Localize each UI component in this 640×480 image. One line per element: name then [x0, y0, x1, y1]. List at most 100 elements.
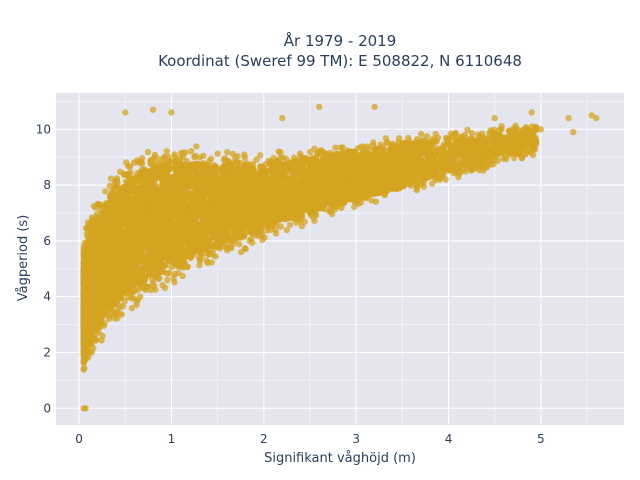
data-point: [307, 148, 314, 155]
data-point: [439, 158, 446, 165]
data-point: [494, 131, 501, 139]
data-point: [200, 152, 207, 159]
data-point: [396, 135, 403, 142]
data-point: [196, 257, 204, 265]
data-point: [297, 217, 304, 224]
data-point: [241, 244, 249, 252]
data-point: [490, 160, 497, 168]
data-point: [133, 157, 141, 164]
data-point: [193, 143, 200, 150]
data-point: [524, 148, 532, 155]
data-point: [161, 284, 169, 291]
data-point: [420, 161, 427, 168]
chart-title-line-1: År 1979 - 2019: [284, 31, 397, 50]
data-point: [95, 201, 103, 208]
data-point: [275, 148, 282, 155]
data-point: [163, 148, 170, 155]
data-point: [166, 157, 174, 164]
data-point: [151, 151, 159, 159]
data-point: [246, 237, 253, 244]
data-point: [98, 337, 105, 344]
data-point: [184, 263, 191, 271]
data-point: [84, 224, 91, 231]
data-point: [191, 154, 198, 161]
data-point: [283, 226, 290, 234]
data-point: [452, 148, 459, 156]
data-point: [177, 263, 184, 270]
data-point: [121, 171, 128, 178]
data-point: [114, 314, 121, 322]
data-point: [339, 144, 346, 151]
data-point: [468, 129, 475, 137]
data-point: [518, 154, 526, 162]
data-point: [510, 154, 518, 162]
data-point: [277, 223, 284, 230]
data-point: [478, 145, 485, 152]
data-point: [229, 150, 237, 158]
data-point: [458, 133, 466, 140]
data-point: [166, 269, 173, 276]
data-point: [241, 151, 248, 158]
data-point: [128, 305, 136, 312]
data-point: [171, 279, 178, 286]
data-point: [505, 151, 512, 158]
data-point: [164, 277, 171, 284]
data-point: [500, 146, 507, 153]
data-point: [351, 203, 358, 211]
data-point: [298, 222, 306, 230]
data-point: [253, 156, 260, 163]
data-point: [235, 240, 243, 248]
data-point: [279, 154, 287, 161]
data-point: [433, 138, 440, 145]
data-point: [179, 149, 186, 156]
data-point: [531, 146, 538, 153]
data-point: [119, 303, 127, 310]
data-point: [470, 150, 477, 157]
data-point: [470, 166, 477, 173]
data-point: [102, 188, 109, 195]
data-point: [431, 159, 438, 166]
data-point: [500, 134, 507, 141]
data-point: [432, 130, 439, 138]
data-point: [311, 217, 318, 224]
data-point: [494, 157, 501, 164]
data-point: [332, 144, 339, 151]
data-point: [133, 301, 140, 309]
data-point: [383, 139, 390, 147]
chart-title-line-2: Koordinat (Sweref 99 TM): E 508822, N 61…: [158, 52, 522, 70]
data-point: [532, 124, 539, 131]
data-point: [126, 163, 134, 170]
data-point: [437, 153, 444, 161]
data-point: [203, 257, 210, 264]
data-point: [460, 152, 467, 160]
data-point: [507, 142, 514, 150]
data-point: [144, 148, 152, 156]
data-point: [433, 168, 440, 175]
data-point: [328, 210, 336, 218]
data-points: [80, 103, 600, 412]
data-point: [464, 126, 471, 134]
data-point: [442, 176, 449, 183]
data-point: [134, 296, 142, 303]
data-point: [207, 155, 215, 163]
data-point: [107, 175, 115, 182]
data-point: [460, 165, 467, 173]
data-point: [453, 166, 460, 173]
data-point: [448, 163, 455, 170]
data-point: [523, 128, 530, 136]
data-point: [417, 130, 425, 138]
data-point: [286, 221, 294, 228]
data-point: [214, 150, 221, 157]
data-point: [471, 156, 479, 164]
data-point: [224, 149, 231, 156]
data-point: [455, 173, 462, 181]
data-point: [105, 315, 113, 323]
data-point: [315, 149, 322, 157]
data-point: [147, 157, 154, 164]
data-point: [487, 127, 494, 134]
data-point: [221, 155, 229, 162]
data-point: [368, 197, 375, 204]
data-point: [81, 364, 88, 372]
data-point: [138, 155, 146, 162]
